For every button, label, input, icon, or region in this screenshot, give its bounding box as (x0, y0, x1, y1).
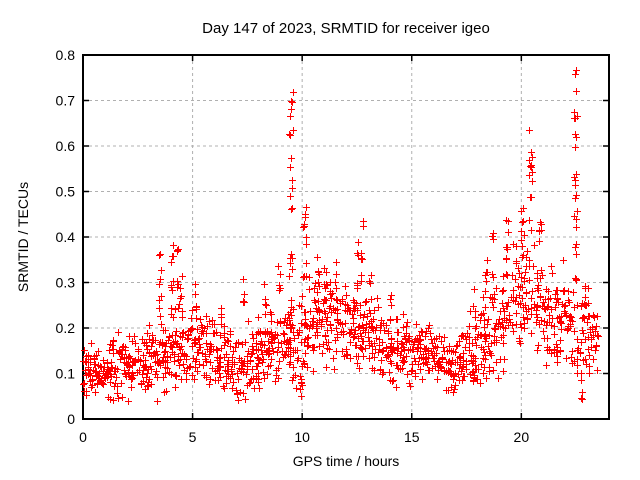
y-tick-label: 0.1 (56, 366, 76, 382)
x-tick-label: 20 (514, 429, 530, 445)
x-tick-label: 0 (79, 429, 87, 445)
y-tick-label: 0.2 (56, 320, 76, 336)
chart-title: Day 147 of 2023, SRMTID for receiver ige… (202, 20, 490, 37)
y-tick-label: 0.7 (56, 93, 76, 109)
x-tick-label: 10 (294, 429, 310, 445)
y-tick-label: 0 (67, 411, 75, 427)
x-axis-label: GPS time / hours (293, 453, 400, 469)
grid-lines (83, 55, 609, 419)
y-tick-label: 0.8 (56, 47, 76, 63)
y-tick-label: 0.5 (56, 184, 76, 200)
y-axis-label: SRMTID / TECUs (15, 182, 31, 292)
y-tick-label: 0.3 (56, 275, 76, 291)
grid-line-path (83, 55, 609, 419)
x-tick-label: 5 (189, 429, 197, 445)
y-tick-label: 0.6 (56, 138, 76, 154)
y-tick-label: 0.4 (56, 229, 76, 245)
data-points-srmtid (80, 67, 602, 405)
x-tick-label: 15 (404, 429, 420, 445)
tick-labels: 0 5 10 15 20 0 0.1 0.2 0.3 0.4 0.5 0.6 0.7 0.8 (56, 47, 530, 445)
